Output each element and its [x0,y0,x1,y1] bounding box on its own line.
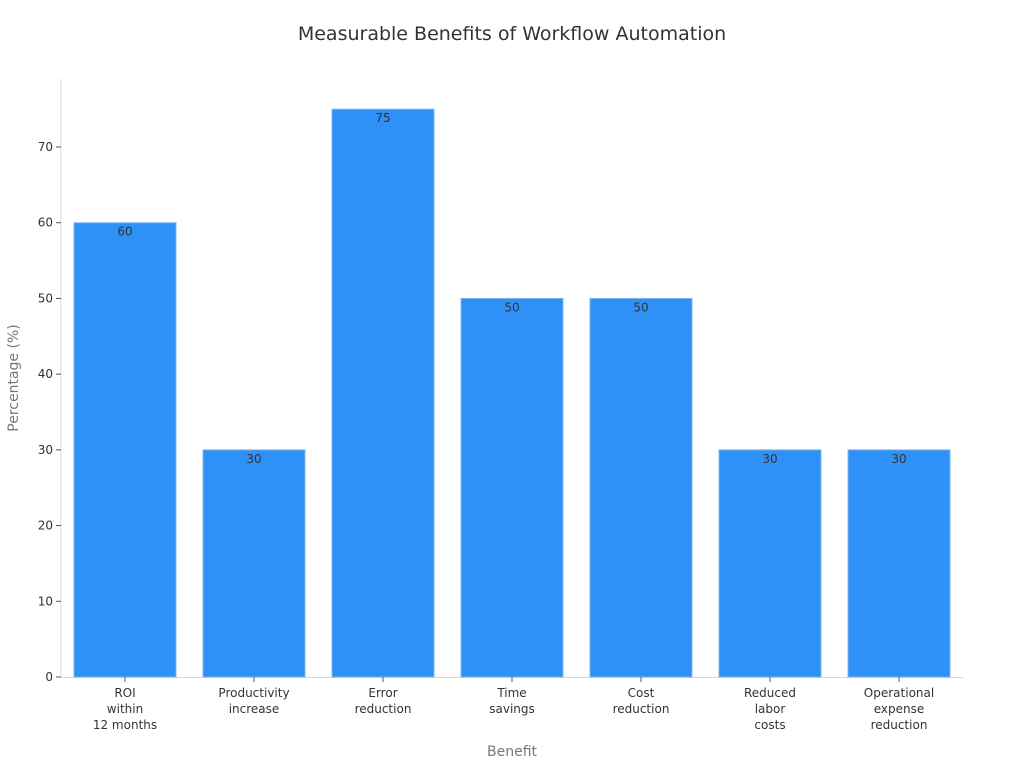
x-tick-label: ROI within 12 months [93,686,157,732]
bar [202,449,306,678]
y-tick-label: 60 [38,216,53,230]
bar [460,297,564,678]
bar-value-label: 30 [246,452,261,466]
bars: 60 30 75 50 50 30 30 [73,108,951,678]
bar-value-label: 30 [762,452,777,466]
y-axis-ticks: 0 10 20 30 40 50 60 70 [38,140,61,684]
bar-value-label: 50 [504,300,519,314]
x-tick-label: Cost reduction [613,686,670,716]
chart-title: Measurable Benefits of Workflow Automati… [298,23,726,45]
bar-value-label: 60 [117,225,132,239]
x-tick-label: Productivity increase [218,686,289,716]
y-tick-label: 70 [38,140,53,154]
y-tick-label: 50 [38,291,53,305]
bar-value-label: 75 [375,111,390,125]
x-tick-label: Operational expense reduction [864,686,934,732]
y-tick-label: 20 [38,519,53,533]
bar [718,449,822,678]
bar [847,449,951,678]
x-tick-label: Reduced labor costs [744,686,796,732]
x-axis-title: Benefit [487,744,538,760]
bar-value-label: 50 [633,300,648,314]
y-tick-label: 40 [38,367,53,381]
x-axis-ticks: ROI within 12 months Productivity increase Er… [93,677,934,732]
bar [589,297,693,678]
bar [73,222,177,678]
bar-value-label: 30 [891,452,906,466]
y-tick-label: 30 [38,443,53,457]
y-axis-title: Percentage (%) [6,324,22,431]
y-tick-label: 0 [45,670,53,684]
x-tick-label: Error reduction [355,686,412,716]
x-tick-label: Time savings [489,686,535,716]
y-tick-label: 10 [38,594,53,608]
bar [331,108,435,678]
